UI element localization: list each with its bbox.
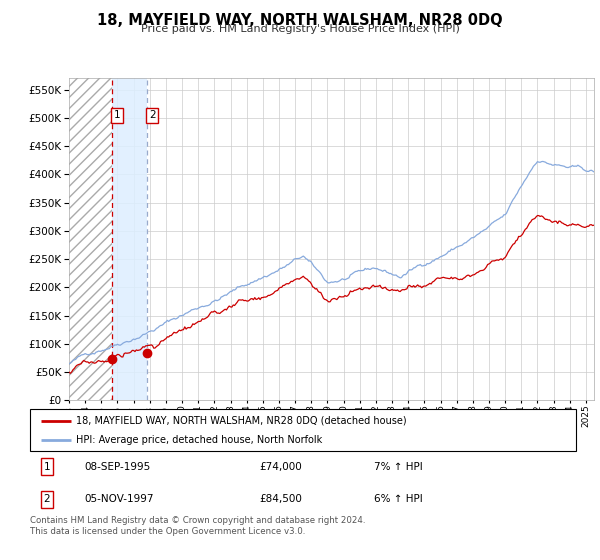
Text: 08-SEP-1995: 08-SEP-1995: [85, 461, 151, 472]
Text: 1: 1: [44, 461, 50, 472]
Text: 7% ↑ HPI: 7% ↑ HPI: [374, 461, 423, 472]
Text: 05-NOV-1997: 05-NOV-1997: [85, 494, 154, 505]
Text: £84,500: £84,500: [259, 494, 302, 505]
Text: Contains HM Land Registry data © Crown copyright and database right 2024.
This d: Contains HM Land Registry data © Crown c…: [30, 516, 365, 536]
Bar: [69, 78, 112, 400]
Text: 18, MAYFIELD WAY, NORTH WALSHAM, NR28 0DQ: 18, MAYFIELD WAY, NORTH WALSHAM, NR28 0D…: [97, 13, 503, 28]
FancyBboxPatch shape: [30, 409, 576, 451]
Text: 6% ↑ HPI: 6% ↑ HPI: [374, 494, 423, 505]
Text: HPI: Average price, detached house, North Norfolk: HPI: Average price, detached house, Nort…: [76, 435, 323, 445]
Text: 2: 2: [44, 494, 50, 505]
Text: 2: 2: [149, 110, 155, 120]
Bar: [112, 78, 147, 400]
Text: Price paid vs. HM Land Registry's House Price Index (HPI): Price paid vs. HM Land Registry's House …: [140, 24, 460, 34]
Text: £74,000: £74,000: [259, 461, 302, 472]
Text: 18, MAYFIELD WAY, NORTH WALSHAM, NR28 0DQ (detached house): 18, MAYFIELD WAY, NORTH WALSHAM, NR28 0D…: [76, 416, 407, 426]
Text: 1: 1: [114, 110, 121, 120]
